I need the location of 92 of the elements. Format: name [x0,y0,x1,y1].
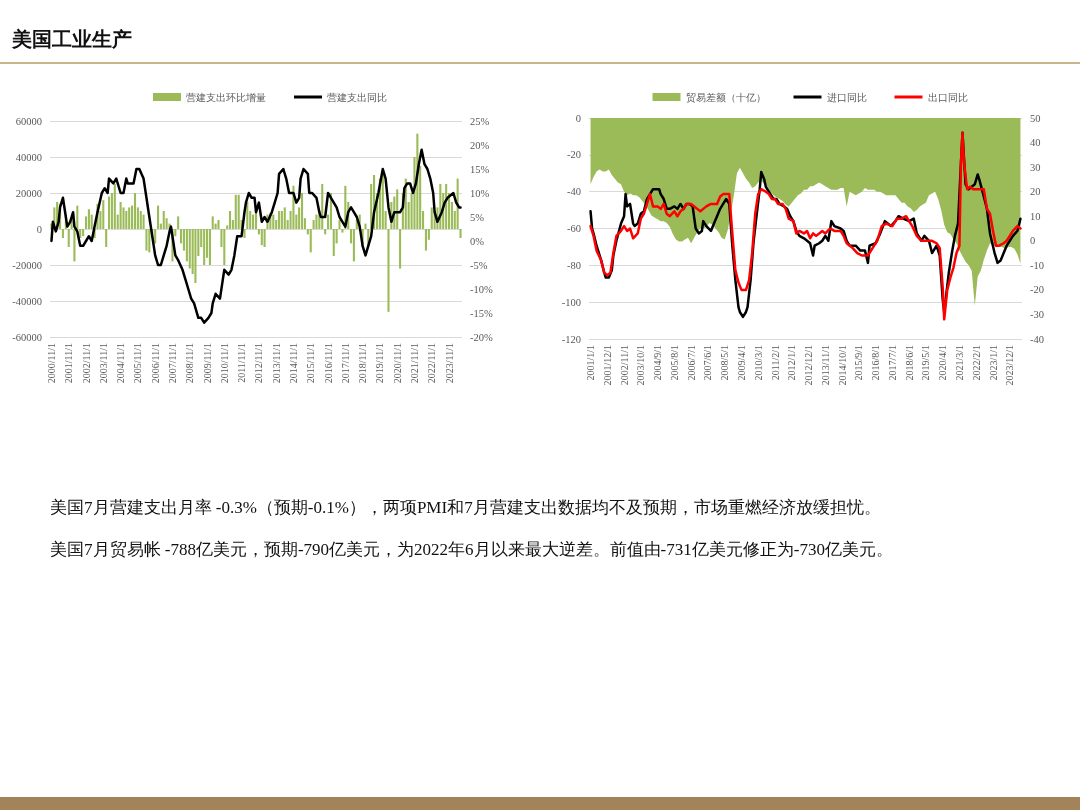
y-tick-label: -40000 [12,295,42,307]
x-tick-label: 2002/11/1 [618,345,630,386]
x-tick-label: 2006/11/1 [149,343,161,384]
x-tick-label: 2002/11/1 [80,343,92,384]
x-tick-label: 2011/11/1 [236,343,248,383]
x-tick-label: 2011/2/1 [769,345,781,381]
x-tick-label: 2009/4/1 [735,345,747,381]
y2-tick-label: 20 [1030,186,1041,198]
y2-tick-label: -40 [1030,333,1044,345]
x-tick-label: 2005/11/1 [132,343,144,384]
x-tick-label: 2021/3/1 [953,345,965,381]
x-tick-label: 2012/12/1 [803,345,815,386]
x-tick-label: 2019/11/1 [374,343,386,384]
y-tick-label: 0 [575,112,581,124]
y-tick-label: -60000 [12,331,42,343]
x-tick-label: 2020/4/1 [937,345,949,381]
y2-tick-label: 30 [1030,161,1041,173]
y-tick-label: -80 [567,259,581,271]
x-tick-label: 2014/11/1 [287,343,299,384]
y2-tick-label: 5% [470,211,485,223]
y2-tick-label: 0 [1030,235,1036,247]
x-tick-label: 2007/6/1 [702,345,714,381]
x-tick-label: 2012/11/1 [253,343,265,384]
x-tick-label: 2020/11/1 [391,343,403,384]
y-tick-label: -60 [567,223,581,234]
legend-label: 出口同比 [927,91,968,103]
x-tick-label: 2006/7/1 [685,345,697,381]
y-tick-label: -40 [567,186,581,198]
y-tick-label: 20000 [15,187,42,199]
legend-label: 进口同比 [826,91,867,103]
y-tick-label: 40000 [15,151,42,163]
x-tick-label: 2018/11/1 [357,343,369,384]
y-tick-label: -20000 [12,259,42,271]
y2-tick-label: 0% [470,235,485,247]
x-tick-label: 2021/11/1 [408,343,420,384]
x-tick-label: 2023/1/1 [987,345,999,381]
y2-tick-label: 50 [1030,112,1041,124]
x-tick-label: 2005/8/1 [668,345,680,381]
y2-tick-label: -10% [470,283,493,295]
y2-tick-label: -20% [470,331,493,343]
text: 美国工业生产 [12,27,132,52]
x-tick-label: 2016/8/1 [870,345,882,381]
text: 美国7月贸易帐 -788亿美元，预期-790亿美元，为2022年6月以来最大逆差。前值由-731亿美元修正为-730亿美元。 [50,539,893,561]
x-tick-label: 2015/11/1 [305,343,317,384]
x-tick-label: 2000/11/1 [45,343,57,384]
y-tick-label: -20 [567,149,581,161]
x-tick-label: 2023/12/1 [1004,345,1016,386]
x-tick-label: 2001/11/1 [63,343,75,384]
x-tick-label: 2019/5/1 [920,345,932,381]
x-tick-label: 2015/9/1 [853,345,865,381]
y2-tick-label: 10 [1030,210,1041,222]
legend-label: 营建支出环比增量 [186,91,266,103]
x-tick-label: 2022/2/1 [970,345,982,381]
y-tick-label: -100 [561,296,581,308]
x-tick-label: 2017/11/1 [339,343,351,384]
y2-tick-label: -15% [470,307,493,319]
y-tick-label: 0 [36,223,42,235]
x-tick-label: 2003/11/1 [97,343,109,384]
x-tick-label: 2023/11/1 [443,343,455,384]
x-tick-label: 2022/11/1 [426,343,438,384]
legend-label: 贸易差额（十亿） [685,91,766,103]
y2-tick-label: 25% [470,115,490,127]
y2-tick-label: 15% [470,163,490,175]
x-tick-label: 2013/11/1 [819,345,831,386]
y2-tick-label: -20 [1030,284,1044,296]
y-tick-label: -120 [561,333,581,345]
x-tick-label: 2009/11/1 [201,343,213,384]
x-tick-label: 2017/7/1 [886,345,898,381]
y2-tick-label: 10% [470,187,490,199]
x-tick-label: 2001/1/1 [585,345,597,381]
y-tick-label: 60000 [15,115,42,127]
x-tick-label: 2010/11/1 [218,343,230,384]
x-tick-label: 2018/6/1 [903,345,915,381]
text: 美国7月营建支出月率 -0.3%（预期-0.1%），两项PMI和7月营建支出数据均不及预期，市场重燃经济放缓担忧。 [50,497,881,519]
y2-tick-label: -5% [470,259,488,271]
y2-tick-label: 40 [1030,137,1041,149]
x-tick-label: 2016/11/1 [322,343,334,384]
legend-label: 营建支出同比 [327,91,387,103]
x-tick-label: 2008/11/1 [184,343,196,384]
x-tick-label: 2008/5/1 [719,345,731,381]
y2-tick-label: 20% [470,139,490,151]
x-tick-label: 2010/3/1 [752,345,764,381]
y2-tick-label: -10 [1030,259,1044,271]
x-tick-label: 2003/10/1 [635,345,647,386]
x-tick-label: 2004/11/1 [115,343,127,384]
x-tick-label: 2007/11/1 [166,343,178,384]
x-tick-label: 2004/9/1 [652,345,664,381]
y2-tick-label: -30 [1030,308,1044,320]
x-tick-label: 2001/12/1 [601,345,613,386]
x-tick-label: 2012/1/1 [786,345,798,381]
x-tick-label: 2014/10/1 [836,345,848,386]
x-tick-label: 2013/11/1 [270,343,282,384]
